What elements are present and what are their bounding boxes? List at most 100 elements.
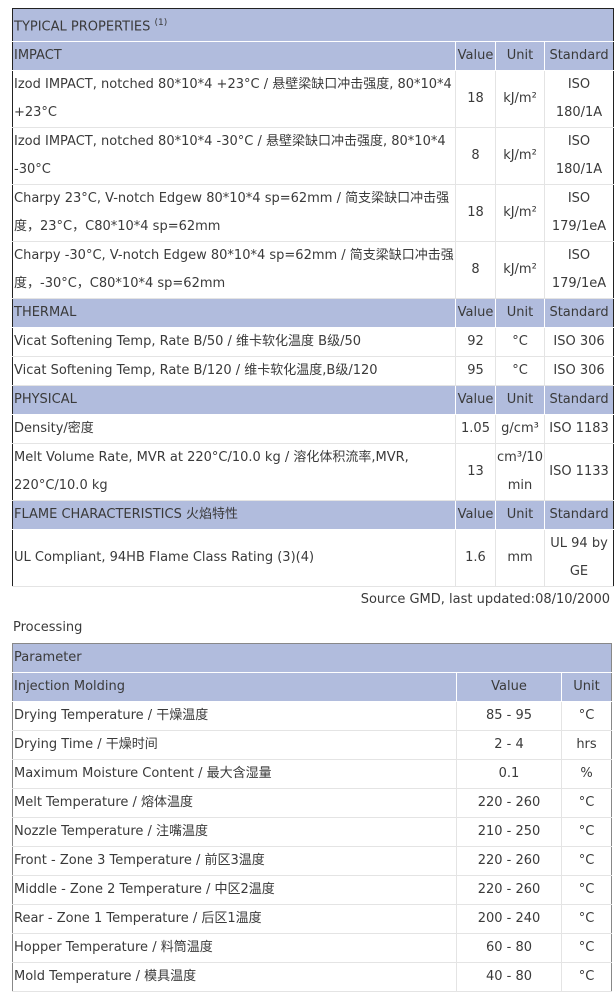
table-row: UL Compliant, 94HB Flame Class Rating (3…: [12, 529, 614, 588]
section-header: IMPACT Value Unit Standard: [12, 41, 614, 72]
property-standard: ISO 306: [543, 327, 614, 358]
property-unit: cm³/10 min: [495, 443, 545, 502]
property-unit: kJ/m²: [495, 241, 545, 300]
property-label: Vicat Softening Temp, Rate B/120 / 维卡软化温…: [12, 356, 456, 387]
table-row: Izod IMPACT, notched 80*10*4 +23°C / 悬壁梁…: [12, 70, 614, 129]
property-unit: mm: [495, 529, 545, 588]
unit-header: Unit: [495, 41, 545, 72]
value-header: Value: [455, 385, 496, 416]
standard-header: Standard: [543, 298, 614, 329]
property-value: 8: [455, 241, 496, 300]
standard-header: Standard: [543, 385, 614, 416]
unit-header: Unit: [495, 385, 545, 416]
unit-header: Unit: [495, 500, 545, 531]
table-row: Nozzle Temperature / 注嘴温度 210 - 250 °C: [12, 817, 612, 847]
standard-header: Standard: [543, 500, 614, 531]
table-row: Mold Temperature / 模具温度 40 - 80 °C: [12, 962, 612, 992]
section-name: IMPACT: [12, 41, 456, 72]
property-value: 18: [455, 184, 496, 243]
property-standard: ISO 180/1A: [543, 127, 614, 186]
parameter-value: 220 - 260: [456, 875, 562, 905]
parameter-label: Nozzle Temperature / 注嘴温度: [12, 817, 457, 847]
property-unit: g/cm³: [495, 414, 545, 445]
source-note: Source GMD, last updated:08/10/2000: [360, 592, 610, 607]
unit-header: Unit: [495, 298, 545, 329]
table-row: Density/密度 1.05 g/cm³ ISO 1183: [12, 414, 614, 445]
property-label: Density/密度: [12, 414, 456, 445]
processing-table: Parameter Injection Molding Value Unit Dry…: [12, 643, 612, 992]
property-value: 1.6: [455, 529, 496, 588]
parameter-value: 2 - 4: [456, 730, 562, 760]
parameter-value: 60 - 80: [456, 933, 562, 963]
parameter-unit: °C: [561, 904, 612, 934]
table-row: Rear - Zone 1 Temperature / 后区1温度 200 - 2…: [12, 904, 612, 934]
property-value: 8: [455, 127, 496, 186]
parameter-unit: °C: [561, 846, 612, 876]
property-standard: ISO 179/1eA: [543, 184, 614, 243]
parameter-label: Melt Temperature / 熔体温度: [12, 788, 457, 818]
table-row: Front - Zone 3 Temperature / 前区3温度 220 - …: [12, 846, 612, 876]
parameter-unit: °C: [561, 817, 612, 847]
parameter-value: 200 - 240: [456, 904, 562, 934]
property-standard: ISO 179/1eA: [543, 241, 614, 300]
property-value: 18: [455, 70, 496, 129]
property-value: 1.05: [455, 414, 496, 445]
parameter-label: Maximum Moisture Content / 最大含湿量: [12, 759, 457, 789]
parameter-label: Hopper Temperature / 料筒温度: [12, 933, 457, 963]
property-standard: ISO 180/1A: [543, 70, 614, 129]
section-header: PHYSICAL Value Unit Standard: [12, 385, 614, 416]
property-label: Izod IMPACT, notched 80*10*4 -30°C / 悬壁梁…: [12, 127, 456, 186]
table-row: Melt Temperature / 熔体温度 220 - 260 °C: [12, 788, 612, 818]
parameter-value: 40 - 80: [456, 962, 562, 992]
property-standard: ISO 1183: [543, 414, 614, 445]
property-standard: UL 94 by GE: [543, 529, 614, 588]
standard-header: Standard: [543, 41, 614, 72]
typical-properties-table: TYPICAL PROPERTIES (1) IMPACT Value Unit St…: [12, 8, 615, 588]
property-unit: kJ/m²: [495, 70, 545, 129]
property-unit: °C: [495, 327, 545, 358]
parameter-unit: °C: [561, 962, 612, 992]
section-name: FLAME CHARACTERISTICS 火焰特性: [12, 500, 456, 531]
property-label: Charpy 23°C, V-notch Edgew 80*10*4 sp=62…: [12, 184, 456, 243]
property-label: Vicat Softening Temp, Rate B/50 / 维卡软化温度…: [12, 327, 456, 358]
value-header: Value: [456, 672, 562, 702]
table-row: Vicat Softening Temp, Rate B/50 / 维卡软化温度…: [12, 327, 614, 358]
table-row: Middle - Zone 2 Temperature / 中区2温度 220 -…: [12, 875, 612, 905]
property-unit: kJ/m²: [495, 184, 545, 243]
processing-heading: Processing: [13, 620, 83, 635]
parameter-label: Mold Temperature / 模具温度: [12, 962, 457, 992]
property-standard: ISO 1133: [543, 443, 614, 502]
property-label: Melt Volume Rate, MVR at 220°C/10.0 kg /…: [12, 443, 456, 502]
property-value: 13: [455, 443, 496, 502]
parameter-unit: %: [561, 759, 612, 789]
property-value: 92: [455, 327, 496, 358]
parameter-label: Middle - Zone 2 Temperature / 中区2温度: [12, 875, 457, 905]
parameter-label: Rear - Zone 1 Temperature / 后区1温度: [12, 904, 457, 934]
property-label: Charpy -30°C, V-notch Edgew 80*10*4 sp=6…: [12, 241, 456, 300]
parameter-label: Drying Temperature / 干燥温度: [12, 701, 457, 731]
property-unit: kJ/m²: [495, 127, 545, 186]
table-row: Charpy -30°C, V-notch Edgew 80*10*4 sp=6…: [12, 241, 614, 300]
table-row: Hopper Temperature / 料筒温度 60 - 80 °C: [12, 933, 612, 963]
parameter-unit: °C: [561, 788, 612, 818]
property-label: UL Compliant, 94HB Flame Class Rating (3…: [12, 529, 456, 588]
table-row: Drying Temperature / 干燥温度 85 - 95 °C: [12, 701, 612, 731]
parameter-unit: °C: [561, 701, 612, 731]
table-title: TYPICAL PROPERTIES (1): [12, 8, 614, 43]
parameter-unit: °C: [561, 875, 612, 905]
property-value: 95: [455, 356, 496, 387]
table-row: Izod IMPACT, notched 80*10*4 -30°C / 悬壁梁…: [12, 127, 614, 186]
table-row: Melt Volume Rate, MVR at 220°C/10.0 kg /…: [12, 443, 614, 502]
section-header: THERMAL Value Unit Standard: [12, 298, 614, 329]
section-name: THERMAL: [12, 298, 456, 329]
parameter-unit: hrs: [561, 730, 612, 760]
property-unit: °C: [495, 356, 545, 387]
value-header: Value: [455, 41, 496, 72]
parameter-label: Drying Time / 干燥时间: [12, 730, 457, 760]
parameter-value: 85 - 95: [456, 701, 562, 731]
section-header: FLAME CHARACTERISTICS 火焰特性 Value Unit Stand…: [12, 500, 614, 531]
value-header: Value: [455, 298, 496, 329]
parameter-value: 0.1: [456, 759, 562, 789]
parameter-value: 220 - 260: [456, 788, 562, 818]
parameter-label: Front - Zone 3 Temperature / 前区3温度: [12, 846, 457, 876]
